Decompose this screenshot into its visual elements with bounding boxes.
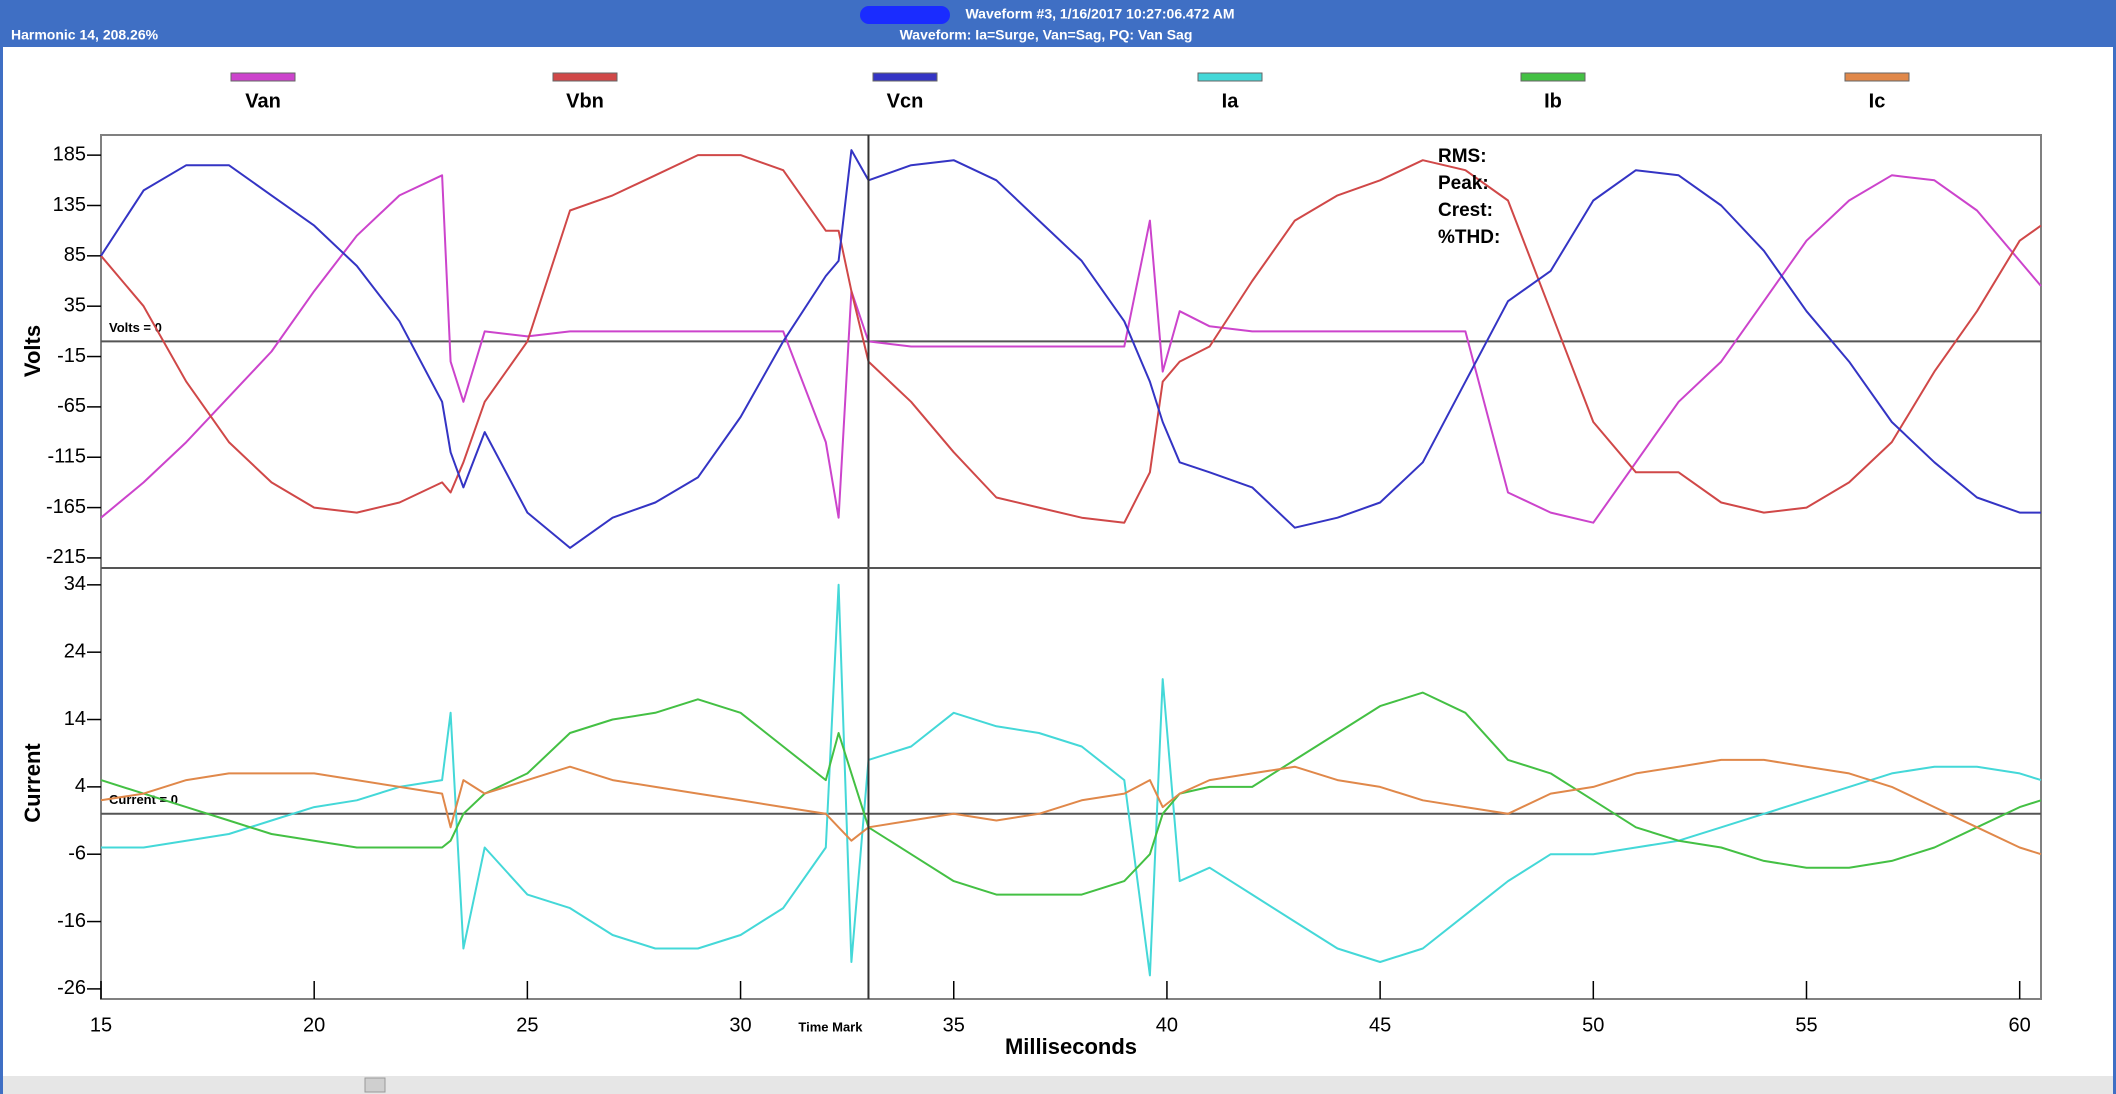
y-tick-label: -16 [57,910,86,932]
time-mark-label: Time Mark [798,1019,863,1034]
y-tick-label: -115 [47,446,86,468]
right-border [2113,0,2116,1094]
y-tick-label: 4 [75,775,86,797]
x-tick-label: 55 [1795,1014,1817,1036]
x-tick-label: 45 [1369,1014,1391,1036]
legend-swatch [552,72,618,82]
y-axis-label: Current [20,743,45,823]
y-axis-label: Volts [20,325,45,377]
title-bar [0,0,2116,47]
legend-label: Van [245,90,281,112]
measurement-label: Crest: [1438,200,1493,221]
series-line [100,174,2042,524]
legend-label: Ib [1544,90,1562,112]
x-tick-label: 50 [1582,1014,1604,1036]
x-tick-label: 60 [2009,1014,2031,1036]
y-tick-label: -26 [57,977,86,999]
series-line [100,758,2042,856]
window-subtitle: Waveform: Ia=Surge, Van=Sag, PQ: Van Sag [900,27,1193,43]
window-title: Waveform #3, 1/16/2017 10:27:06.472 AM [965,6,1234,22]
x-tick-label: 15 [90,1014,112,1036]
scroll-thumb[interactable] [364,1077,386,1093]
series-line [100,691,2042,896]
measurement-label: Peak: [1438,173,1489,194]
y-tick-label: 14 [64,708,86,730]
legend-swatch [1197,72,1263,82]
y-tick-label: 35 [64,294,86,316]
zero-line-label: Volts = 0 [109,320,162,335]
x-axis-label: Milliseconds [1005,1034,1137,1059]
legend-swatch [1520,72,1586,82]
legend-label: Vbn [566,90,604,112]
y-tick-label: -15 [57,345,86,367]
legend-label: Ia [1222,90,1240,112]
redaction [860,6,950,24]
scrollbar[interactable] [3,1076,2113,1094]
x-tick-label: 35 [943,1014,965,1036]
y-tick-label: 34 [64,573,86,595]
left-border [0,0,3,1094]
y-tick-label: 185 [53,143,86,165]
x-tick-label: 30 [729,1014,751,1036]
legend-label: Ic [1869,90,1886,112]
legend-swatch [1844,72,1910,82]
y-tick-label: -215 [46,546,86,568]
series-line [100,149,2041,549]
y-tick-label: -165 [46,496,86,518]
measurement-label: RMS: [1438,146,1487,167]
y-tick-label: -65 [57,395,86,417]
legend-label: Vcn [887,90,924,112]
y-tick-label: 24 [64,640,86,662]
y-tick-label: 135 [53,194,86,216]
x-tick-label: 20 [303,1014,325,1036]
series-line [100,154,2042,524]
measurement-label: %THD: [1438,227,1500,248]
x-tick-label: 40 [1156,1014,1178,1036]
legend-swatch [872,72,938,82]
series-line [101,583,2042,977]
y-tick-label: 85 [64,244,86,266]
legend-swatch [230,72,296,82]
x-tick-label: 25 [516,1014,538,1036]
y-tick-label: -6 [68,842,86,864]
status-text: Harmonic 14, 208.26% [11,27,159,43]
